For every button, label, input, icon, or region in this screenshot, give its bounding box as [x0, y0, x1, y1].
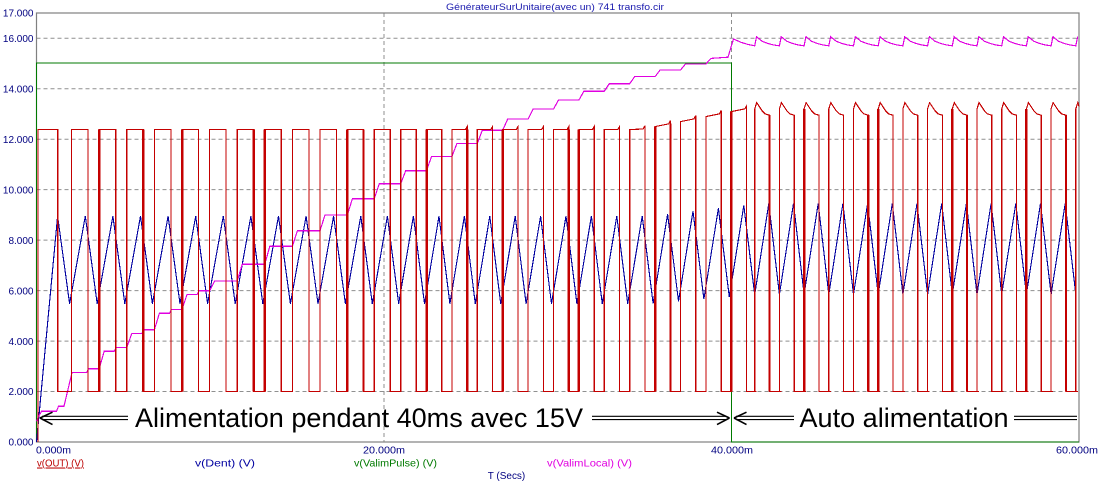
svg-text:4.000: 4.000: [8, 337, 33, 348]
svg-text:17.000: 17.000: [3, 9, 34, 20]
svg-text:Auto alimentation: Auto alimentation: [800, 403, 1009, 433]
svg-text:8.000: 8.000: [8, 236, 33, 247]
svg-text:14.000: 14.000: [3, 84, 34, 95]
svg-text:20.000m: 20.000m: [363, 446, 405, 457]
svg-text:v(ValimPulse) (V): v(ValimPulse) (V): [354, 458, 437, 470]
svg-text:v(Dent) (V): v(Dent) (V): [195, 458, 255, 470]
svg-text:16.000: 16.000: [3, 34, 34, 45]
svg-text:12.000: 12.000: [3, 135, 34, 146]
svg-text:T (Secs): T (Secs): [488, 470, 526, 482]
svg-text:6.000: 6.000: [8, 286, 33, 297]
svg-text:40.000m: 40.000m: [711, 446, 753, 457]
svg-text:v(ValimLocal) (V): v(ValimLocal) (V): [547, 458, 632, 470]
svg-text:2.000: 2.000: [8, 387, 33, 398]
svg-text:0.000m: 0.000m: [36, 446, 71, 457]
svg-text:0.000: 0.000: [8, 438, 33, 449]
svg-text:10.000: 10.000: [3, 185, 34, 196]
svg-text:Alimentation pendant 40ms avec: Alimentation pendant 40ms avec 15V: [135, 403, 583, 433]
svg-text:60.000m: 60.000m: [1056, 446, 1098, 457]
svg-text:GénérateurSurUnitaire(avec un): GénérateurSurUnitaire(avec un) 741 trans…: [446, 2, 664, 13]
svg-text:v(OUT) (V): v(OUT) (V): [37, 458, 84, 470]
